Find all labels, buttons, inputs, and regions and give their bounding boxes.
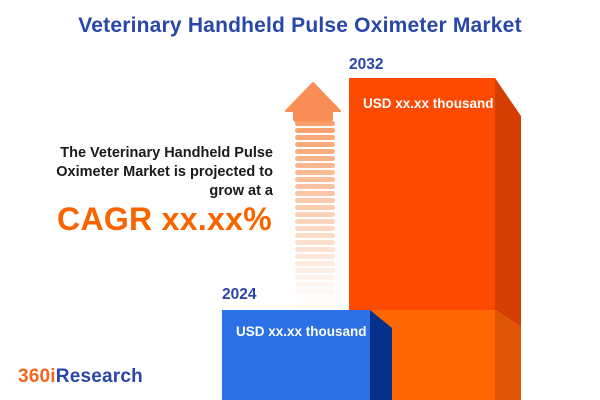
cagr-value: CAGR xx.xx% bbox=[57, 201, 272, 237]
bar-year-label-2024: 2024 bbox=[222, 286, 257, 303]
bar-year-label-2032: 2032 bbox=[349, 56, 384, 73]
bar-value-label-2024: USD xx.xx thousand bbox=[236, 324, 367, 339]
growth-arrow-icon bbox=[285, 81, 341, 341]
description-line: Oximeter Market is projected to bbox=[56, 164, 273, 180]
brand-logo: 360iResearch bbox=[18, 366, 143, 388]
bar-value-label-2032: USD xx.xx thousand bbox=[363, 96, 494, 111]
growth-arrow-stripes bbox=[295, 121, 335, 321]
bar-2032-side bbox=[495, 78, 521, 400]
page-title: Veterinary Handheld Pulse Oximeter Marke… bbox=[78, 14, 522, 37]
brand-logo-suffix: Research bbox=[55, 366, 143, 387]
bar-2032-face-upper bbox=[349, 78, 495, 310]
bar-2024-side bbox=[370, 310, 392, 400]
growth-arrow-head-icon bbox=[285, 82, 341, 123]
bar-2024-face bbox=[222, 310, 370, 400]
brand-logo-prefix: 360i bbox=[18, 366, 56, 387]
description-text: The Veterinary Handheld Pulse Oximeter M… bbox=[13, 144, 273, 201]
description-line: grow at a bbox=[209, 183, 273, 199]
description-line: The Veterinary Handheld Pulse bbox=[60, 145, 273, 161]
